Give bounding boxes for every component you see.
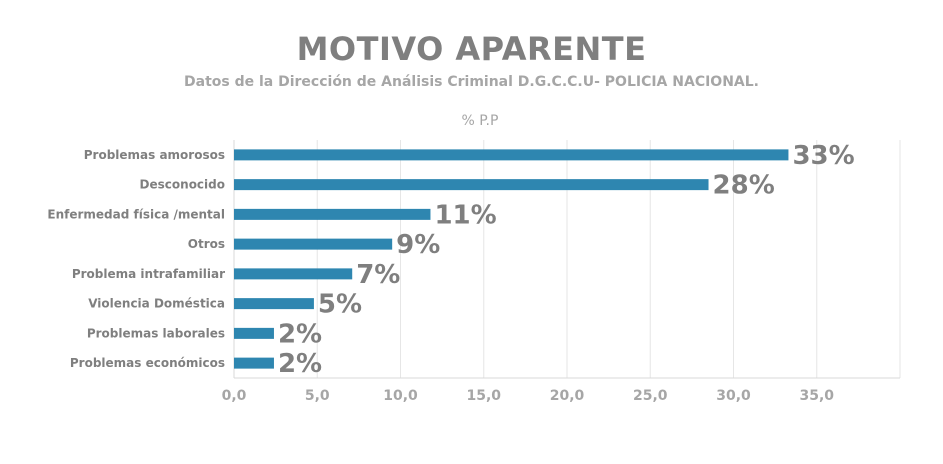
data-label: 11% <box>434 200 496 230</box>
data-labels: 33%28%11%9%7%5%2%2% <box>278 141 855 379</box>
bar <box>234 179 709 191</box>
gridlines <box>233 140 901 378</box>
data-label: 2% <box>278 349 322 379</box>
category-label: Problemas amorosos <box>84 148 225 162</box>
data-label: 28% <box>713 171 775 201</box>
data-label: 7% <box>356 260 400 290</box>
data-label: 5% <box>318 290 362 320</box>
x-tick-label: 0,0 <box>222 388 247 404</box>
data-label: 33% <box>792 141 854 171</box>
category-label: Problemas laborales <box>87 326 225 340</box>
chart-subtitle: Datos de la Dirección de Análisis Crimin… <box>184 74 759 90</box>
bar <box>234 327 274 339</box>
category-label: Violencia Doméstica <box>88 297 225 311</box>
x-tick-label: 25,0 <box>633 388 668 404</box>
x-tick-label: 20,0 <box>550 388 585 404</box>
bar <box>234 238 393 250</box>
series-label: % P.P <box>461 113 499 129</box>
category-label: Otros <box>188 237 225 251</box>
category-label: Desconocido <box>140 178 225 192</box>
x-tick-label: 35,0 <box>799 388 834 404</box>
bars <box>234 149 789 369</box>
tick-labels: 0,0 5,0 10,0 15,0 20,0 25,0 30,0 35,0 <box>222 388 835 404</box>
category-label: Enfermedad física /mental <box>47 207 225 221</box>
bar <box>234 208 431 220</box>
data-label: 2% <box>278 319 322 349</box>
category-labels: Problemas amorosos Desconocido Enfermedad … <box>47 148 225 370</box>
bar <box>234 149 789 161</box>
x-tick-label: 10,0 <box>383 388 418 404</box>
category-label: Problema intrafamiliar <box>72 267 225 281</box>
chart-title: MOTIVO APARENTE <box>296 30 647 68</box>
data-label: 9% <box>396 230 440 260</box>
x-tick-label: 15,0 <box>466 388 501 404</box>
bar <box>234 268 353 280</box>
x-tick-label: 30,0 <box>716 388 751 404</box>
x-tick-label: 5,0 <box>305 388 330 404</box>
bar <box>234 298 314 310</box>
bar <box>234 357 274 369</box>
category-label: Problemas económicos <box>70 356 225 370</box>
